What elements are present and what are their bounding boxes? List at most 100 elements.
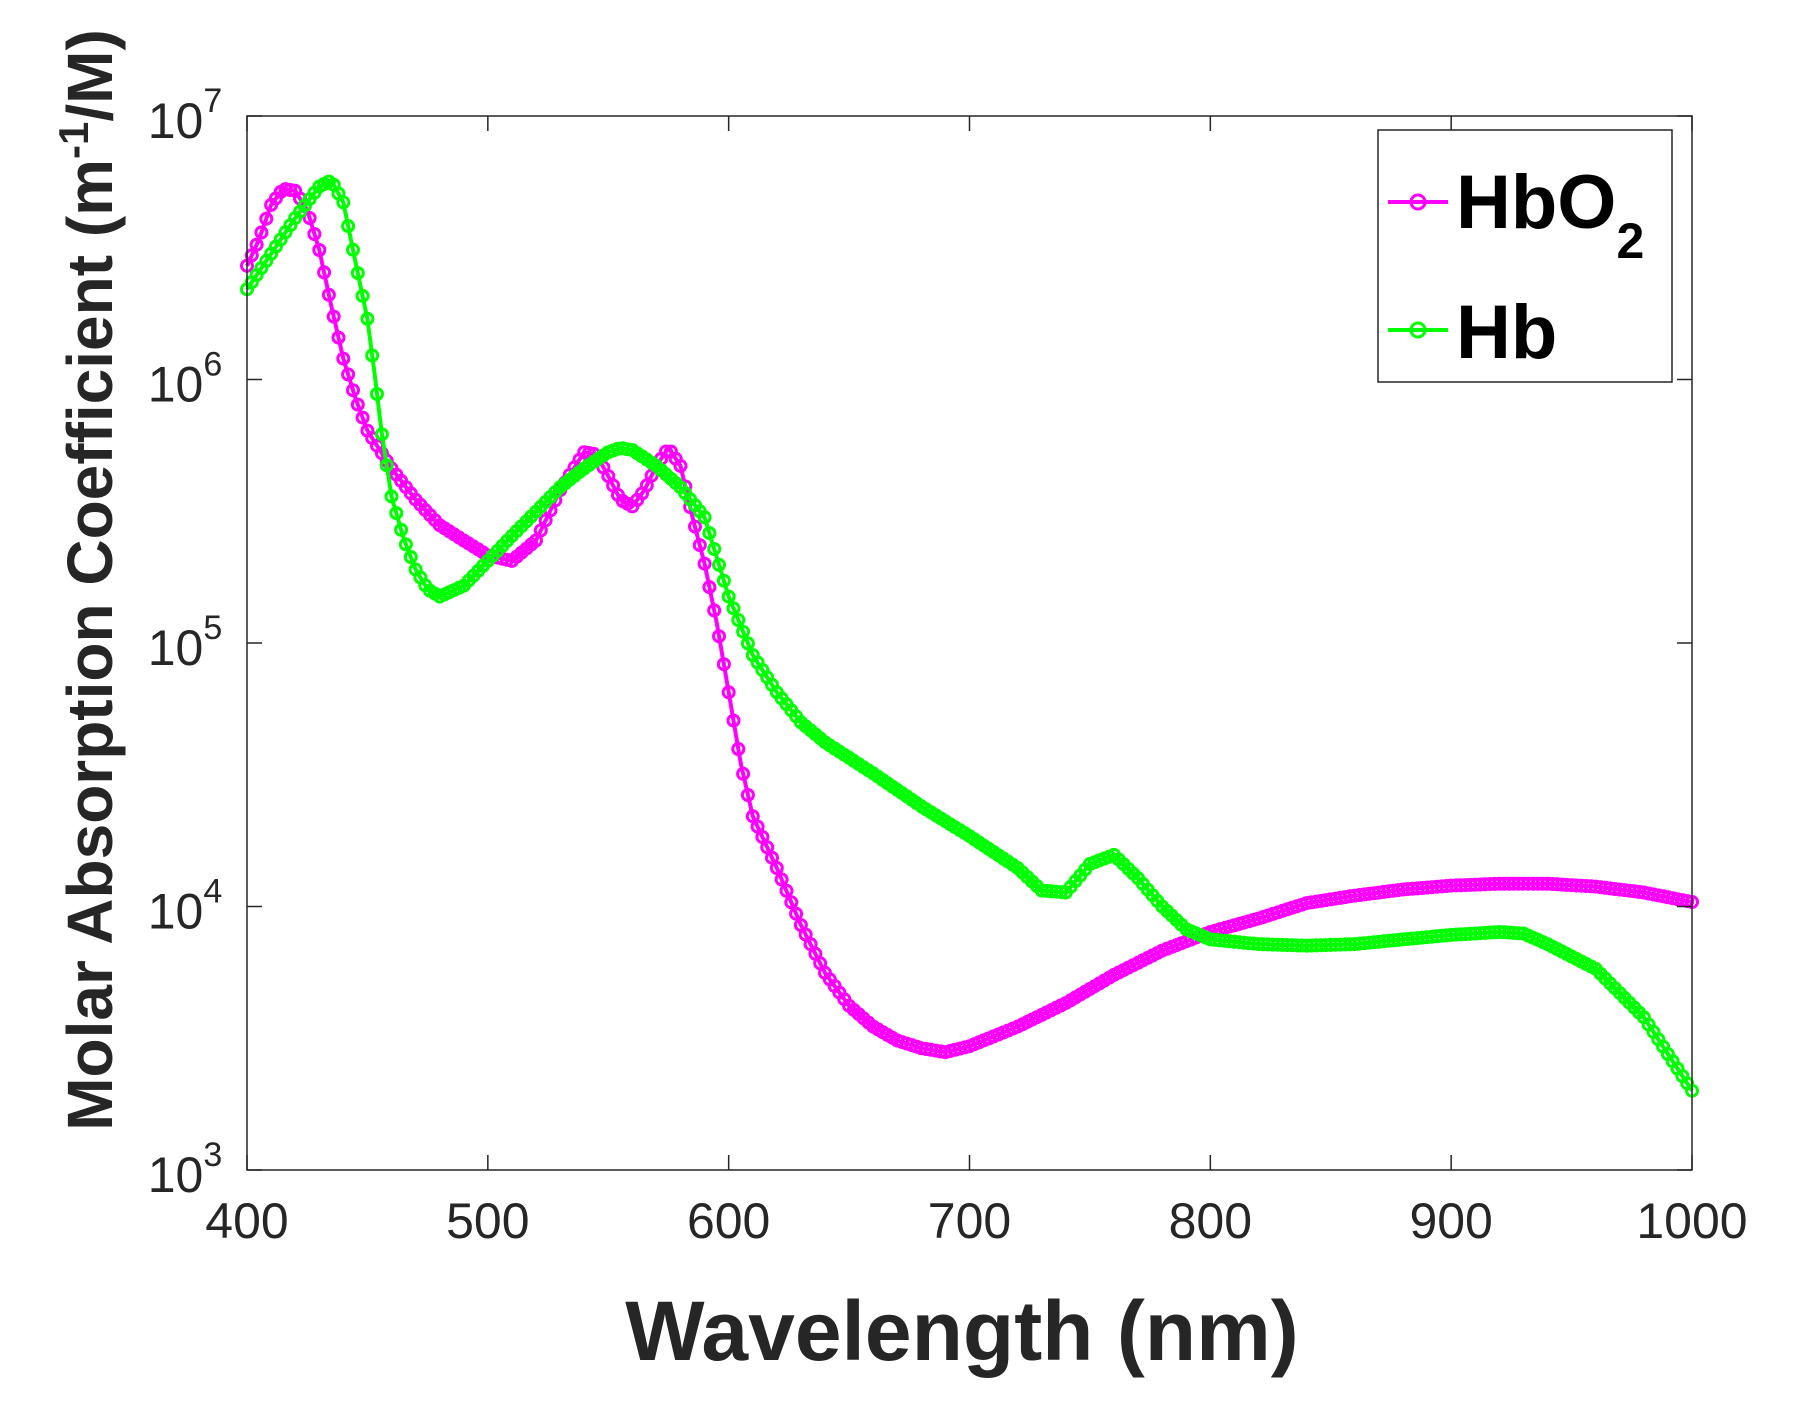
data-point-hbo2 [721, 685, 736, 700]
legend-label-hb: Hb [1456, 290, 1557, 375]
legend-label-hbo2-main: HbO [1456, 160, 1616, 245]
data-point-hbo2 [702, 580, 717, 595]
data-point-hbo2 [779, 883, 794, 898]
data-point-hb [360, 311, 375, 326]
data-point-hbo2 [326, 309, 341, 324]
y-tick-label-exponent: 3 [203, 1136, 222, 1174]
data-point-hbo2 [336, 351, 351, 366]
y-axis-label-superscript: -1 [50, 122, 97, 159]
data-point-hb [740, 636, 755, 651]
data-point-hb [341, 219, 356, 234]
y-tick-label: 104 [148, 873, 223, 940]
data-point-hb [346, 242, 360, 257]
data-point-hb [370, 387, 384, 401]
y-tick-label-base: 10 [148, 1147, 204, 1203]
x-tick-label: 700 [928, 1193, 1011, 1249]
data-point-hbo2 [716, 657, 731, 672]
data-point-hb [398, 537, 413, 552]
x-tick-label: 900 [1409, 1193, 1492, 1249]
legend-box [1377, 129, 1673, 383]
data-point-hbo2 [659, 444, 673, 459]
y-axis-label-suffix: /M) [54, 29, 126, 121]
data-point-hb [350, 266, 365, 281]
data-point-hb [374, 427, 389, 442]
data-point-hbo2 [350, 397, 365, 412]
data-point-hb [707, 542, 722, 556]
legend-label-hbo2: HbO2 [1456, 160, 1644, 269]
data-point-hb [365, 348, 380, 363]
data-point-hb [394, 522, 409, 537]
data-point-hbo2 [317, 265, 332, 280]
legend-marker-hbo2 [1409, 193, 1427, 211]
x-tick-label: 500 [446, 1193, 529, 1249]
data-point-hbo2 [789, 906, 804, 921]
data-point-hb [355, 288, 370, 303]
y-tick-label-exponent: 7 [203, 82, 222, 120]
data-point-hbo2 [341, 367, 356, 382]
y-tick-label: 103 [148, 1136, 223, 1203]
data-point-hbo2 [302, 211, 317, 225]
data-point-hbo2 [249, 237, 264, 252]
series-hbo2 [240, 182, 1699, 1060]
y-axis-label-main: Molar Absorption Coefficient (m [54, 159, 126, 1131]
data-point-hb [702, 526, 717, 541]
data-point-hbo2 [697, 556, 712, 571]
data-point-hb [389, 506, 404, 521]
legend-label-hbo2-subscript: 2 [1616, 213, 1644, 269]
data-point-hbo2 [692, 538, 707, 553]
y-tick-label-exponent: 6 [203, 346, 222, 384]
legend-label-hb-main: Hb [1456, 290, 1557, 375]
y-tick-label: 105 [148, 609, 223, 676]
series-layer [240, 174, 1699, 1098]
data-point-hb [721, 589, 736, 604]
y-tick-label-exponent: 5 [203, 609, 222, 647]
legend-entry-hb: Hb [1388, 290, 1557, 375]
x-tick-label: 1000 [1636, 1193, 1747, 1249]
data-point-hbo2 [784, 895, 799, 910]
data-point-hbo2 [774, 872, 789, 887]
x-axis-tick-labels: 400 500 600 700 800 900 1000 [205, 1193, 1747, 1249]
x-axis-label: Wavelength (nm) [625, 1284, 1299, 1378]
y-axis-label: Molar Absorption Coefficient (m-1/M) [50, 29, 126, 1131]
data-point-hbo2 [740, 788, 755, 802]
data-point-hb [384, 489, 399, 504]
data-point-hbo2 [707, 603, 722, 618]
data-point-hb [736, 624, 751, 639]
data-point-hbo2 [731, 742, 746, 756]
y-tick-label-base: 10 [148, 620, 204, 676]
data-point-hb [379, 458, 394, 473]
data-point-hbo2 [726, 713, 741, 728]
y-tick-label: 106 [148, 346, 223, 413]
data-point-hb [697, 510, 712, 525]
data-point-hbo2 [321, 287, 336, 302]
data-point-hbo2 [736, 766, 751, 781]
y-tick-label-exponent: 4 [203, 873, 222, 911]
data-point-hb [712, 557, 726, 572]
data-point-hb [731, 613, 746, 627]
data-point-hbo2 [259, 211, 274, 226]
x-tick-label: 600 [687, 1193, 770, 1249]
data-point-hb [716, 573, 731, 588]
data-point-hbo2 [346, 383, 360, 398]
legend-entry-hbo2: HbO2 [1388, 160, 1644, 269]
data-point-hbo2 [673, 458, 688, 473]
data-point-hbo2 [254, 225, 269, 240]
data-point-hbo2 [688, 519, 702, 534]
data-point-hbo2 [769, 861, 784, 875]
data-point-hbo2 [331, 330, 346, 345]
x-tick-label: 400 [205, 1193, 288, 1249]
data-point-hbo2 [355, 410, 370, 425]
y-tick-label-base: 10 [148, 884, 204, 940]
legend-marker-hb [1409, 321, 1427, 339]
data-point-hbo2 [307, 227, 322, 241]
data-point-hb [403, 550, 418, 564]
y-tick-label-base: 10 [148, 357, 204, 413]
legend: HbO2 Hb [1377, 129, 1673, 383]
data-point-hb [726, 601, 741, 616]
y-tick-label-base: 10 [148, 93, 204, 149]
series-hb [240, 174, 1699, 1098]
y-tick-label: 107 [148, 82, 223, 149]
x-tick-label: 800 [1169, 1193, 1252, 1249]
